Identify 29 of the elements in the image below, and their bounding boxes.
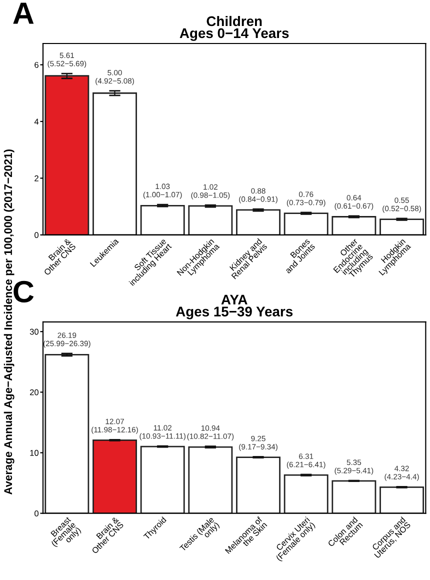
text: A bbox=[13, 2, 34, 24]
bar bbox=[284, 212, 328, 235]
chart-title: AYA Ages 15−39 Years bbox=[176, 294, 293, 320]
bar bbox=[332, 480, 376, 514]
y-tick-label: 10 bbox=[30, 450, 39, 456]
bar bbox=[44, 75, 90, 235]
bar bbox=[332, 216, 376, 235]
bar bbox=[188, 446, 233, 514]
y-tick-label: 30 bbox=[30, 328, 39, 335]
y-tick-label: 4 bbox=[34, 118, 39, 124]
bar bbox=[380, 486, 424, 514]
text: C bbox=[14, 280, 34, 302]
bar bbox=[92, 92, 137, 235]
y-axis-title: Average Annual Age−Adjusted Incidence per 100,000 (2017−2021) bbox=[4, 150, 14, 495]
bar bbox=[92, 439, 137, 514]
y-tick-label: 0 bbox=[34, 510, 39, 516]
bar bbox=[140, 446, 185, 514]
bar bbox=[236, 209, 280, 235]
y-tick-label: 0 bbox=[34, 232, 39, 238]
bar bbox=[236, 456, 280, 514]
y-tick-label: 20 bbox=[30, 389, 39, 396]
y-tick-label: 2 bbox=[34, 175, 38, 182]
bar bbox=[44, 354, 90, 514]
chart-title: Children Ages 0−14 Years bbox=[180, 16, 289, 41]
bar bbox=[284, 474, 328, 514]
y-tick-label: 6 bbox=[34, 62, 38, 68]
bar bbox=[380, 218, 424, 235]
bar bbox=[188, 205, 233, 235]
bar bbox=[140, 205, 185, 235]
